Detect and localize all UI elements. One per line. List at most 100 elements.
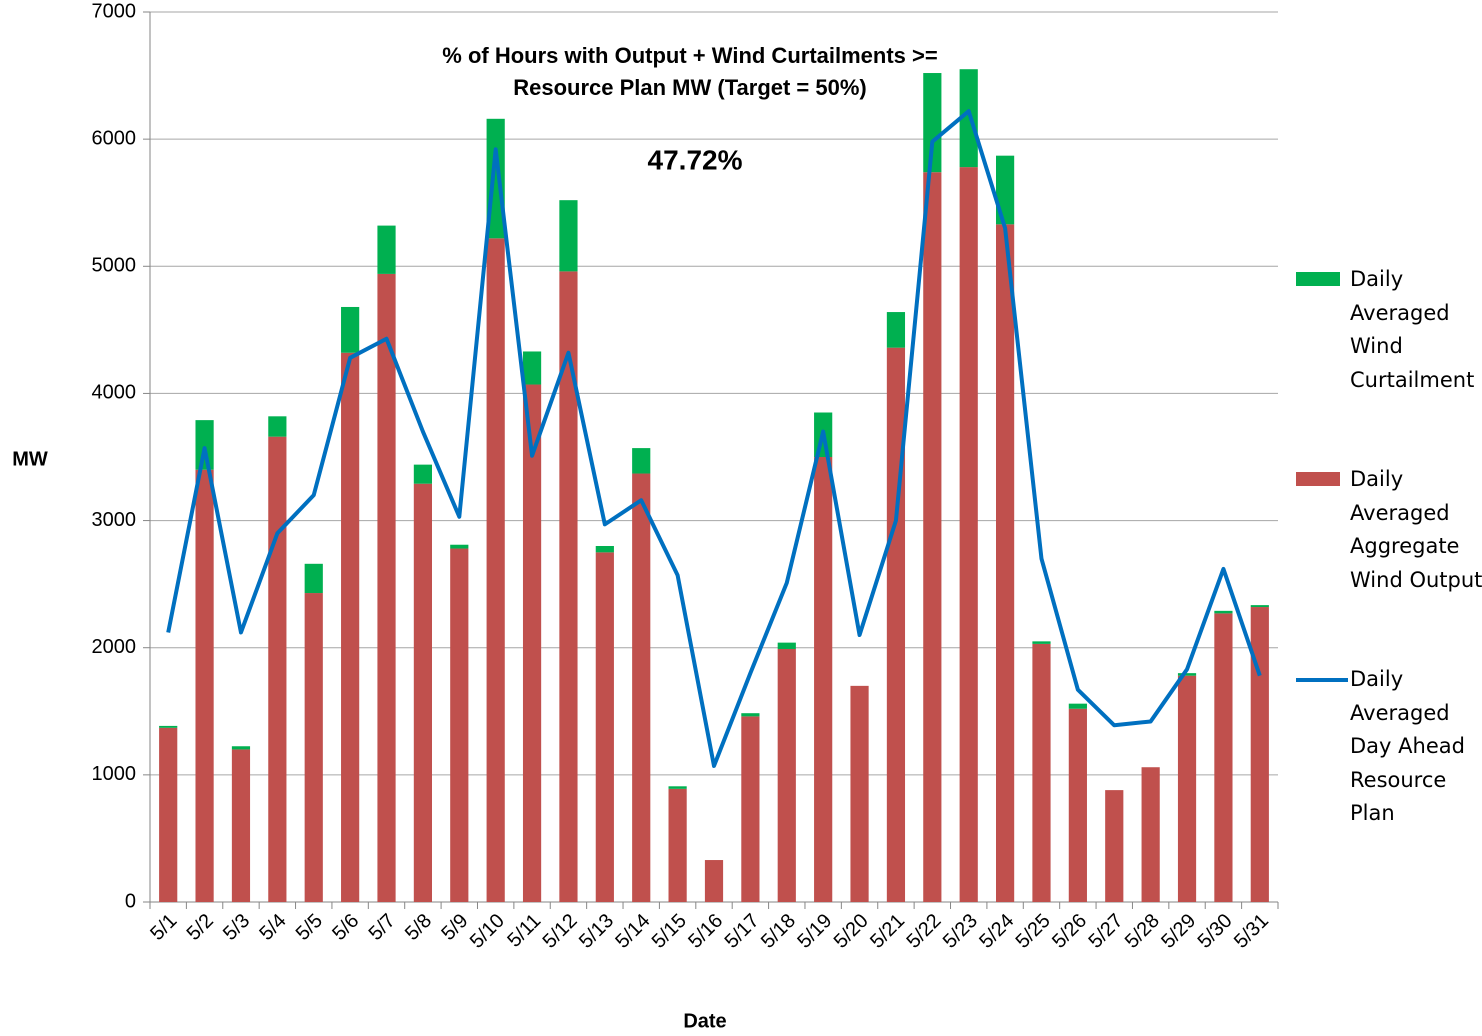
bar-segment xyxy=(159,725,178,728)
legend-label: Daily Averaged Wind Curtailment xyxy=(1350,267,1475,392)
x-tick-label: 5/28 xyxy=(1121,910,1164,953)
bar-segment xyxy=(1141,767,1160,902)
x-tick-label: 5/4 xyxy=(255,910,290,945)
chart-title: % of Hours with Output + Wind Curtailmen… xyxy=(442,43,937,68)
bar-segment xyxy=(231,749,251,902)
y-tick-label: 0 xyxy=(125,890,136,912)
x-tick-label: 5/31 xyxy=(1230,910,1273,953)
bar-segment xyxy=(1214,610,1233,614)
bar-segment xyxy=(632,448,651,474)
bar-segment xyxy=(741,713,760,717)
chart-title: Resource Plan MW (Target = 50%) xyxy=(513,75,867,100)
x-tick-label: 5/14 xyxy=(611,910,654,953)
x-tick-label: 5/27 xyxy=(1084,910,1127,953)
bar-segment xyxy=(1032,641,1051,644)
x-tick-label: 5/13 xyxy=(575,910,618,953)
x-tick-label: 5/11 xyxy=(503,910,545,952)
line-series xyxy=(166,109,1262,768)
bar-segment xyxy=(486,238,505,903)
bar-segment xyxy=(1068,708,1087,902)
x-tick-label: 5/29 xyxy=(1157,910,1200,953)
x-tick-label: 5/5 xyxy=(292,910,327,945)
x-tick-label: 5/12 xyxy=(539,910,582,953)
bar-segment xyxy=(595,552,614,902)
x-tick-label: 5/24 xyxy=(975,910,1018,953)
y-axis-label: MW xyxy=(12,448,48,470)
bar-segment xyxy=(814,457,833,902)
y-tick-label: 4000 xyxy=(92,382,137,404)
legend-swatch xyxy=(1296,272,1340,286)
bar-segment xyxy=(1177,675,1197,902)
y-tick-label: 3000 xyxy=(92,509,137,531)
x-tick-label: 5/6 xyxy=(328,910,363,945)
bar-segment xyxy=(341,352,360,902)
x-tick-label: 5/18 xyxy=(757,910,800,953)
bar-segment xyxy=(1250,607,1269,902)
bar-segment xyxy=(595,546,614,553)
y-tick-label: 5000 xyxy=(92,255,137,277)
x-axis-label: Date xyxy=(683,1010,726,1032)
legend-swatch xyxy=(1296,472,1340,486)
annotation: 47.72% xyxy=(648,144,743,175)
bar-segment xyxy=(559,271,578,902)
x-tick-label: 5/30 xyxy=(1194,910,1237,953)
x-tick-label: 5/21 xyxy=(866,910,909,953)
bar-segment xyxy=(231,746,251,750)
bar-segment xyxy=(559,200,578,272)
legend-label: Daily Averaged Aggregate Wind Output xyxy=(1350,467,1482,592)
x-tick-label: 5/16 xyxy=(684,910,727,953)
bar-segment xyxy=(304,593,323,902)
bar-segment xyxy=(1105,790,1124,902)
bar-segment xyxy=(959,69,978,168)
x-tick-label: 5/15 xyxy=(648,910,691,953)
y-tick-label: 6000 xyxy=(92,127,137,149)
x-tick-label: 5/17 xyxy=(721,910,764,953)
legend-label: Daily Averaged Day Ahead Resource Plan xyxy=(1350,667,1465,825)
bar-segment xyxy=(195,420,214,470)
x-tick-label: 5/26 xyxy=(1048,910,1091,953)
bar-segment xyxy=(996,224,1015,903)
bar-segment xyxy=(341,306,360,353)
bar-segment xyxy=(268,436,287,902)
x-tick-label: 5/10 xyxy=(466,910,509,953)
bar-segment xyxy=(522,351,542,385)
bar-segment xyxy=(741,716,760,902)
bar-segment xyxy=(668,788,687,902)
bar-segment xyxy=(304,563,323,594)
bar-segment xyxy=(959,167,978,903)
bar-segment xyxy=(522,384,542,902)
bar-segment xyxy=(668,786,687,789)
x-tick-label: 5/3 xyxy=(219,910,254,945)
bar-segment xyxy=(195,469,214,902)
x-tick-label: 5/19 xyxy=(793,910,836,953)
bar-segment xyxy=(850,685,869,902)
bar-segment xyxy=(1068,703,1087,709)
x-tick-label: 5/8 xyxy=(401,910,436,945)
bar-segment xyxy=(159,727,178,902)
x-tick-label: 5/20 xyxy=(830,910,873,953)
bar-segment xyxy=(1250,605,1269,608)
bar-segment xyxy=(777,648,796,902)
bar-segment xyxy=(1177,673,1197,676)
x-tick-label: 5/1 xyxy=(146,910,181,945)
x-tick-label: 5/7 xyxy=(365,910,400,945)
bar-segment xyxy=(268,416,287,437)
bar-segment xyxy=(413,483,432,902)
x-tick-label: 5/2 xyxy=(183,910,218,945)
y-tick-label: 1000 xyxy=(92,763,137,785)
y-tick-label: 2000 xyxy=(92,636,137,658)
bar-segment xyxy=(923,172,942,902)
y-tick-label: 7000 xyxy=(92,0,137,22)
bar-segment xyxy=(1214,613,1233,902)
bar-segment xyxy=(413,464,432,484)
bar-segment xyxy=(632,473,651,902)
bar-segment xyxy=(886,312,906,348)
bar-segment xyxy=(886,347,906,903)
bar-segment xyxy=(777,642,796,649)
bar-segment xyxy=(377,225,396,274)
bar-segment xyxy=(923,73,942,173)
x-tick-label: 5/25 xyxy=(1012,910,1055,953)
bar-segment xyxy=(704,860,724,902)
